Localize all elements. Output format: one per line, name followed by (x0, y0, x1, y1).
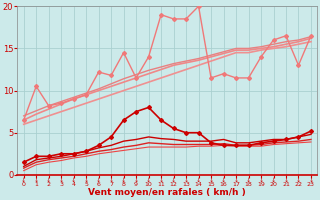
X-axis label: Vent moyen/en rafales ( km/h ): Vent moyen/en rafales ( km/h ) (88, 188, 246, 197)
